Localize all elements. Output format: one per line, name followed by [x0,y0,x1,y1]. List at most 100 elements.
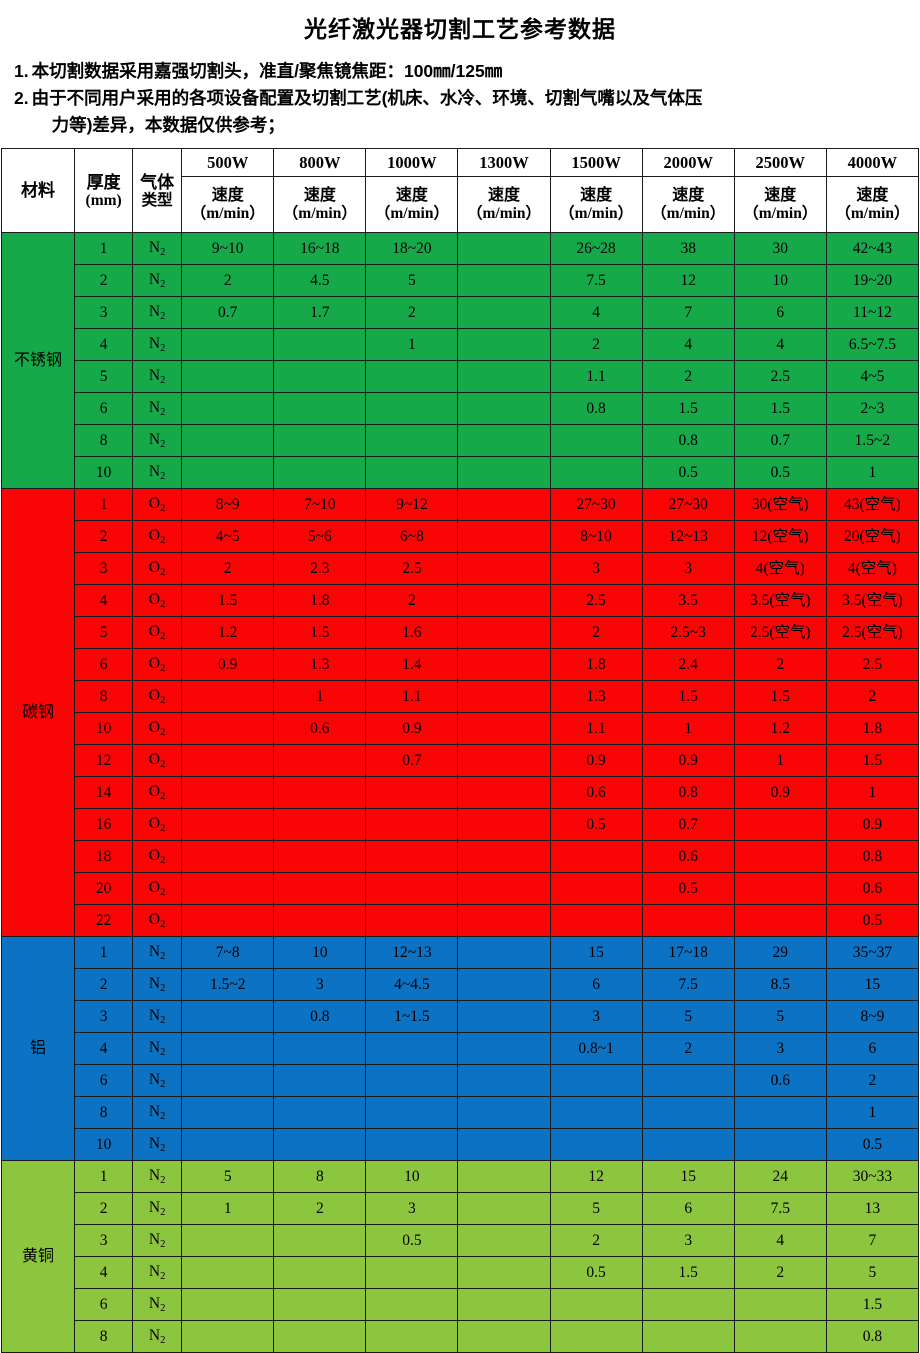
col-header-power-800w: 800W [273,148,367,178]
speed-cell-500w [181,1128,275,1162]
col-header-speed-1500w: 速度 （m/min） [549,176,643,234]
speed-label: 速度 [303,187,336,205]
speed-cell-1300w [457,1032,551,1066]
speed-cell-1300w [457,776,551,810]
speed-cell-2000w [641,1096,735,1130]
speed-cell-2000w: 1.5 [641,1256,735,1290]
thickness-cell: 5 [74,616,134,650]
speed-cell-500w [181,808,275,842]
thickness-cell: 3 [74,552,134,586]
speed-unit: （m/min） [559,205,634,223]
col-header-thickness: 厚度 (mm) [74,148,134,234]
speed-cell-2500w: 0.6 [733,1064,827,1098]
speed-cell-2500w [733,1288,827,1322]
speed-cell-2000w: 7.5 [641,968,735,1002]
speed-cell-4000w: 1.5~2 [825,424,920,458]
thickness-cell: 2 [74,1192,134,1226]
speed-cell-2500w [733,840,827,874]
gas-subscript: 2 [160,727,166,739]
header-row-power: 材料 厚度 (mm) 气体 类型 500W 800W 1000W 1300W 1… [0,148,920,234]
thickness-cell: 10 [74,712,134,746]
material-cell: 不锈钢 [0,232,76,490]
speed-cell-1300w [457,968,551,1002]
speed-cell-1500w: 3 [549,552,643,586]
speed-cell-1300w [457,1256,551,1290]
speed-cell-4000w: 15 [825,968,920,1002]
speed-cell-1000w [365,360,459,394]
speed-cell-500w [181,360,275,394]
speed-cell-1500w: 2 [549,328,643,362]
speed-cell-2000w [641,1064,735,1098]
speed-cell-4000w: 4(空气) [825,552,920,586]
speed-cell-1500w: 4 [549,296,643,330]
speed-cell-800w: 4.5 [273,264,367,298]
speed-cell-2000w: 0.7 [641,808,735,842]
col-header-speed-2000w: 速度 （m/min） [641,176,735,234]
speed-cell-500w [181,1288,275,1322]
speed-cell-4000w: 4~5 [825,360,920,394]
note-text-line2: 力等)差异，本数据仅供参考； [51,115,285,136]
gas-type-cell: N2 [132,328,183,362]
note-number: 2. [14,88,29,109]
speed-cell-2500w [733,872,827,906]
table-row: 16 O2 0.5 0.7 0.9 [2,808,920,842]
speed-cell-2000w [641,1288,735,1322]
table-row: 2 N2 1 2 3 5 6 7.5 13 [2,1192,920,1226]
speed-cell-2500w: 1.5 [733,392,827,426]
speed-cell-1000w [365,1032,459,1066]
speed-cell-1000w [365,1320,459,1353]
col-header-speed-1300w: 速度 （m/min） [457,176,551,234]
gas-subscript: 2 [160,535,166,547]
thickness-cell: 3 [74,1224,134,1258]
table-row: 3 N2 0.7 1.7 2 4 7 6 11~12 [2,296,920,330]
speed-cell-2000w: 0.9 [641,744,735,778]
speed-unit: （m/min） [190,205,265,223]
speed-cell-500w: 0.9 [181,648,275,682]
gas-type-cell: O2 [132,712,183,746]
speed-cell-2500w: 2 [733,648,827,682]
speed-cell-800w [273,1064,367,1098]
thickness-cell: 12 [74,744,134,778]
speed-cell-4000w: 0.5 [825,904,920,938]
speed-cell-500w [181,1256,275,1290]
table-row: 5 O2 1.2 1.5 1.6 2 2.5~3 2.5(空气) 2.5(空气) [2,616,920,650]
gas-type-cell: N2 [132,264,183,298]
speed-unit: （m/min） [282,205,357,223]
gas-subscript: 2 [160,343,166,355]
speed-unit: （m/min） [651,205,726,223]
thickness-unit: (mm) [85,191,122,209]
gas-type-cell: N2 [132,1192,183,1226]
speed-cell-4000w: 0.6 [825,872,920,906]
speed-cell-2000w: 2.5~3 [641,616,735,650]
speed-cell-4000w: 2.5(空气) [825,616,920,650]
gas-subscript: 2 [160,439,166,451]
speed-unit: （m/min） [743,205,818,223]
col-header-power-4000w: 4000W [825,148,920,178]
speed-cell-4000w: 42~43 [825,232,920,266]
gas-sublabel: 类型 [141,191,173,209]
speed-cell-1500w: 0.8 [549,392,643,426]
speed-cell-800w: 0.6 [273,712,367,746]
gas-type-cell: O2 [132,840,183,874]
speed-cell-2500w: 29 [733,936,827,970]
speed-cell-2000w [641,1128,735,1162]
speed-cell-2000w: 0.6 [641,840,735,874]
table-row: 8 O2 1 1.1 1.3 1.5 1.5 2 [2,680,920,714]
speed-cell-800w [273,1096,367,1130]
table-row: 18 O2 0.6 0.8 [2,840,920,874]
thickness-cell: 1 [74,232,134,266]
thickness-cell: 22 [74,904,134,938]
thickness-cell: 3 [74,1000,134,1034]
speed-cell-1300w [457,872,551,906]
speed-cell-500w [181,744,275,778]
speed-cell-2500w [733,808,827,842]
speed-cell-800w: 2.3 [273,552,367,586]
speed-cell-800w [273,1224,367,1258]
speed-cell-2000w: 7 [641,296,735,330]
speed-cell-2000w: 4 [641,328,735,362]
speed-cell-4000w: 20(空气) [825,520,920,554]
speed-cell-800w: 10 [273,936,367,970]
table-row: 3 N2 0.5 2 3 4 7 [2,1224,920,1258]
speed-cell-1500w [549,840,643,874]
gas-type-cell: O2 [132,776,183,810]
